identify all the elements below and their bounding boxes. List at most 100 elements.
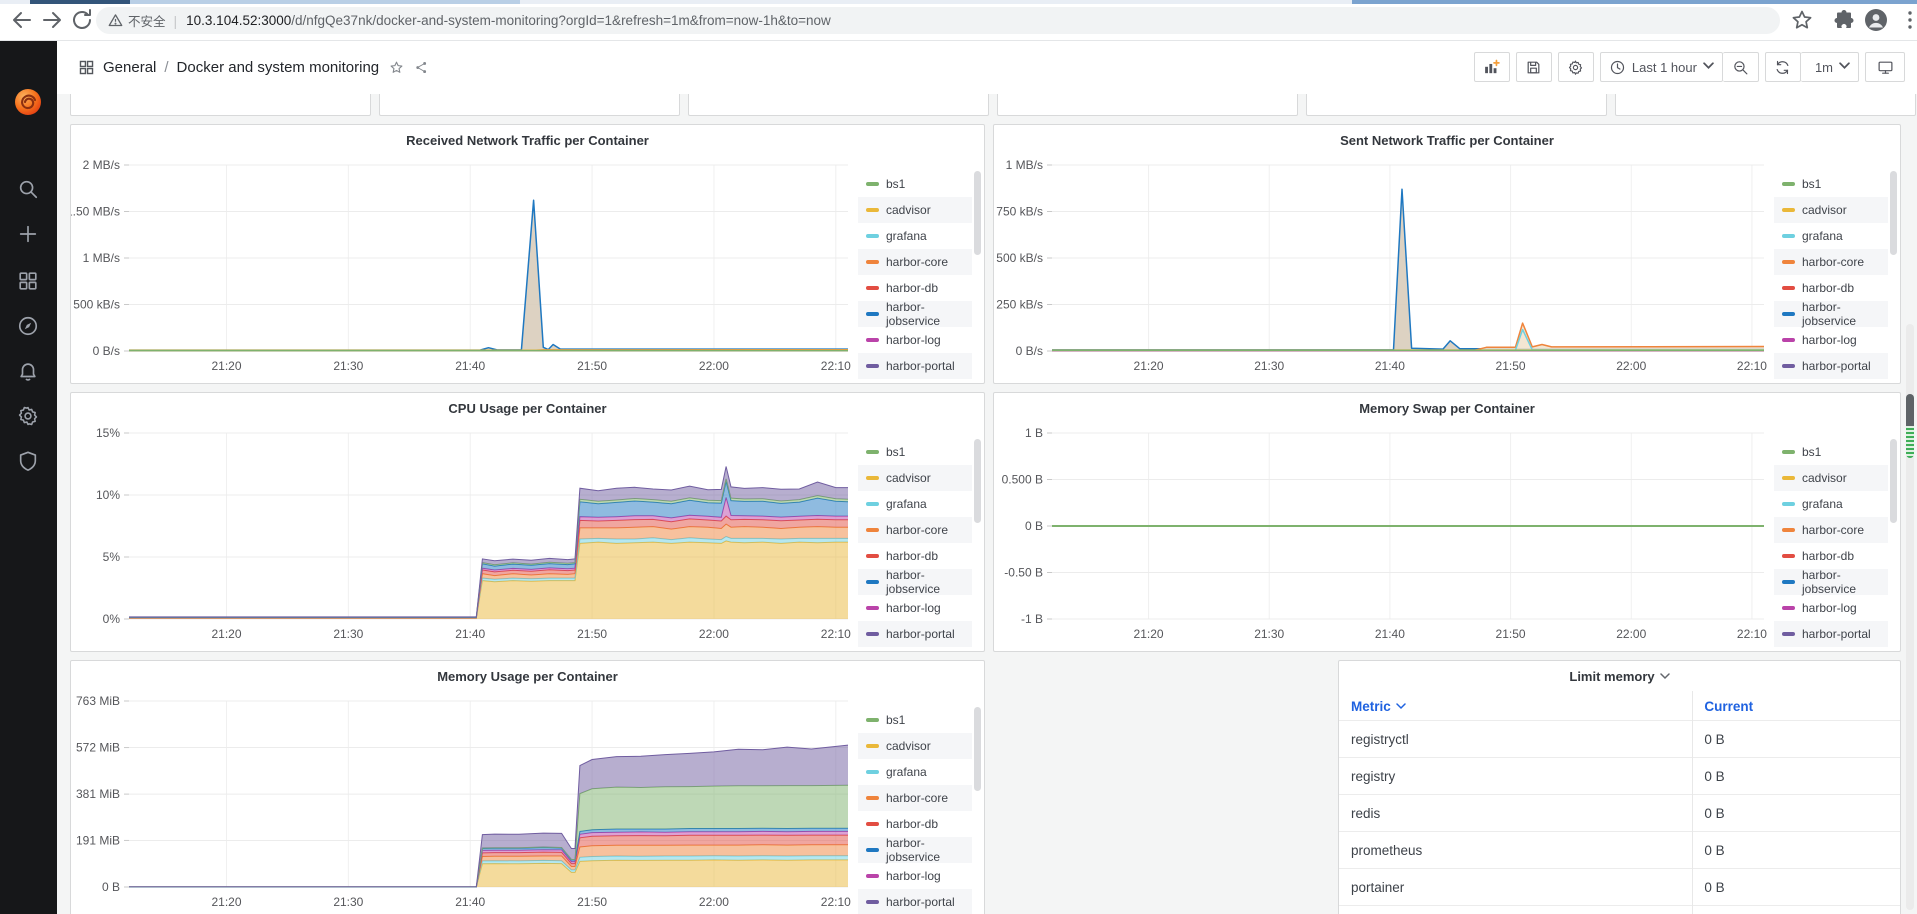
legend-item[interactable]: harbor-log [1774, 595, 1888, 621]
panel-title[interactable]: CPU Usage per Container [71, 393, 984, 423]
table-row[interactable]: redis 0 B [1339, 795, 1900, 832]
legend-scrollbar[interactable] [974, 707, 981, 791]
legend-scrollbar[interactable] [1890, 439, 1897, 523]
panel-title[interactable]: Sent Network Traffic per Container [994, 125, 1900, 155]
browser-address-bar[interactable]: 不安全 | 10.3.104.52:3000/d/nfgQe37nk/docke… [96, 7, 1780, 34]
legend-item[interactable]: cadvisor [858, 197, 972, 223]
legend-item[interactable]: harbor-core [858, 517, 972, 543]
legend-item[interactable]: bs1 [1774, 439, 1888, 465]
legend-item[interactable]: grafana [858, 491, 972, 517]
grafana-logo[interactable] [13, 87, 43, 117]
column-header-metric[interactable]: Metric [1351, 691, 1406, 721]
legend-item[interactable]: harbor-db [1774, 543, 1888, 569]
legend-item[interactable]: harbor-jobservice [1774, 568, 1888, 596]
dashboard-settings-gear-icon[interactable] [1557, 52, 1594, 82]
favorite-star-icon[interactable] [389, 60, 404, 75]
table-row[interactable]: portainer 0 B [1339, 869, 1900, 906]
create-plus-icon[interactable] [17, 223, 39, 245]
url-text[interactable]: 10.3.104.52:3000/d/nfgQe37nk/docker-and-… [186, 13, 831, 28]
zoom-out-time-button[interactable] [1722, 52, 1759, 82]
legend-item[interactable]: harbor-core [858, 249, 972, 275]
legend-item[interactable]: grafana [858, 223, 972, 249]
panel-title-text: CPU Usage per Container [448, 400, 607, 416]
panel-title[interactable]: Received Network Traffic per Container [71, 125, 984, 155]
legend-item[interactable]: harbor-log [858, 863, 972, 889]
legend-item[interactable]: grafana [858, 759, 972, 785]
legend-item[interactable]: harbor-log [858, 327, 972, 353]
legend-item[interactable]: cadvisor [858, 465, 972, 491]
legend-item[interactable]: harbor-jobservice [858, 568, 972, 596]
table-row[interactable]: registry 0 B [1339, 758, 1900, 795]
server-admin-shield-icon[interactable] [17, 450, 39, 472]
panel-title[interactable]: Limit memory [1339, 661, 1900, 691]
save-dashboard-button[interactable] [1515, 52, 1552, 82]
dashboard-title[interactable]: Docker and system monitoring [176, 59, 380, 76]
legend-item[interactable]: harbor-db [858, 811, 972, 837]
legend-series-label: harbor-db [886, 817, 939, 831]
cycle-view-mode-monitor-icon[interactable] [1865, 52, 1905, 82]
legend-item[interactable]: harbor-core [1774, 249, 1888, 275]
legend-scrollbar[interactable] [974, 439, 981, 523]
legend-item[interactable]: bs1 [858, 171, 972, 197]
panel-title[interactable]: Memory Usage per Container [71, 661, 984, 691]
legend-item[interactable]: harbor-portal [858, 889, 972, 914]
legend-item[interactable]: harbor-portal [1774, 621, 1888, 647]
legend-item[interactable]: cadvisor [1774, 465, 1888, 491]
legend-item[interactable]: harbor-portal [1774, 353, 1888, 379]
page-scrollbar-thumb[interactable] [1906, 394, 1914, 458]
refresh-interval-dropdown[interactable]: 1m [1800, 52, 1859, 82]
search-icon[interactable] [17, 178, 39, 200]
table-row[interactable]: prometheus 0 B [1339, 832, 1900, 869]
legend-series-label: cadvisor [886, 203, 931, 217]
legend-item[interactable]: harbor-jobservice [858, 836, 972, 864]
table-row[interactable]: registryctl 0 B [1339, 721, 1900, 758]
legend-item[interactable]: harbor-db [858, 275, 972, 301]
legend-item[interactable]: bs1 [858, 439, 972, 465]
legend-item[interactable]: harbor-jobservice [1774, 300, 1888, 328]
legend-item[interactable]: harbor-jobservice [858, 300, 972, 328]
browser-reload-button[interactable] [70, 8, 94, 32]
legend-series-swatch [1782, 450, 1795, 454]
svg-text:21:50: 21:50 [577, 359, 607, 373]
legend-item[interactable]: harbor-core [1774, 517, 1888, 543]
browser-forward-button[interactable] [40, 8, 64, 32]
legend-item[interactable]: harbor-db [1774, 275, 1888, 301]
refresh-dashboard-button[interactable] [1764, 52, 1801, 82]
legend-item[interactable]: harbor-portal [858, 353, 972, 379]
browser-menu-kebab-icon[interactable] [1898, 8, 1917, 32]
legend-item[interactable]: harbor-core [858, 785, 972, 811]
legend-item[interactable]: harbor-log [1774, 327, 1888, 353]
legend-item[interactable]: cadvisor [858, 733, 972, 759]
svg-text:250 kB/s: 250 kB/s [996, 298, 1043, 312]
explore-compass-icon[interactable] [17, 315, 39, 337]
configuration-gear-icon[interactable] [17, 405, 39, 427]
table-row[interactable]: node 0 B [1339, 906, 1900, 914]
alerting-bell-icon[interactable] [17, 360, 39, 382]
legend-item[interactable]: bs1 [1774, 171, 1888, 197]
panel-title[interactable]: Memory Swap per Container [994, 393, 1900, 423]
legend-item[interactable]: harbor-log [858, 595, 972, 621]
dashboard-grid-icon[interactable] [78, 59, 95, 76]
share-icon[interactable] [414, 60, 429, 75]
browser-back-button[interactable] [10, 8, 34, 32]
breadcrumb-section[interactable]: General [103, 59, 157, 76]
legend-item[interactable]: harbor-db [858, 543, 972, 569]
extensions-puzzle-icon[interactable] [1832, 8, 1856, 32]
add-panel-button[interactable] [1473, 52, 1510, 82]
legend-item[interactable]: bs1 [858, 707, 972, 733]
legend-item[interactable]: grafana [1774, 223, 1888, 249]
legend-series-label: grafana [886, 229, 927, 243]
dashboards-grid-icon[interactable] [17, 270, 39, 292]
bookmark-star-icon[interactable] [1790, 8, 1814, 32]
browser-profile-avatar[interactable] [1864, 8, 1888, 32]
legend-scrollbar[interactable] [1890, 171, 1897, 255]
legend-scrollbar[interactable] [974, 171, 981, 255]
page-scrollbar-track[interactable] [1906, 324, 1914, 910]
legend-item[interactable]: grafana [1774, 491, 1888, 517]
legend-series-swatch [1782, 632, 1795, 636]
not-secure-label[interactable]: 不安全 [128, 15, 166, 29]
time-range-picker[interactable]: Last 1 hour [1599, 52, 1723, 82]
column-header-current[interactable]: Current [1704, 691, 1753, 721]
legend-item[interactable]: harbor-portal [858, 621, 972, 647]
legend-item[interactable]: cadvisor [1774, 197, 1888, 223]
